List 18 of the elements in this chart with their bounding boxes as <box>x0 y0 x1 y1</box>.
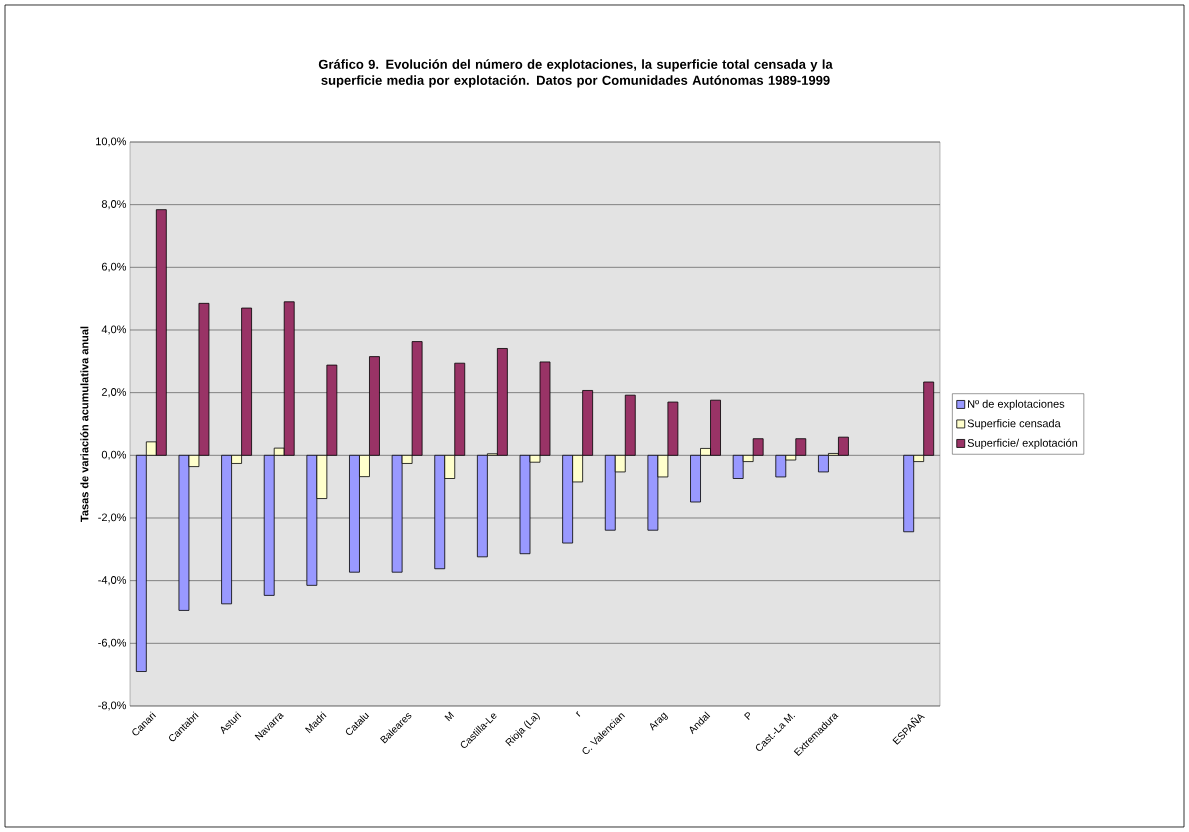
y-tick-label: -8,0% <box>98 701 127 711</box>
legend-label: Superficie/ explotación <box>967 438 1078 450</box>
y-tick-label: 2,0% <box>101 388 127 398</box>
y-tick-label: 8,0% <box>101 200 127 210</box>
y-tick-label: -6,0% <box>98 638 127 648</box>
y-tick-label: -2,0% <box>98 513 127 523</box>
y-tick-label: 10,0% <box>96 137 127 147</box>
legend-label: Superficie censada <box>967 419 1061 430</box>
y-tick-label: 4,0% <box>101 325 127 335</box>
y-tick-label: -4,0% <box>98 576 127 586</box>
x-tick-label: P <box>744 712 750 720</box>
chart-title: Gráfico 9. Evolución del número de explotaciones, la superficie total censada y la superficie media por explotación. Datos por Comunidades Autónomas 1989-1999 <box>318 59 833 88</box>
x-tick-label: r <box>575 711 581 717</box>
x-tick-label: M <box>444 711 455 722</box>
y-axis-title: Tasas de variación acumulativa anual <box>80 326 89 522</box>
y-tick-label: 0,0% <box>101 450 127 460</box>
y-tick-label: 6,0% <box>101 262 127 272</box>
legend-label: Nº de explotaciones <box>968 399 1065 410</box>
